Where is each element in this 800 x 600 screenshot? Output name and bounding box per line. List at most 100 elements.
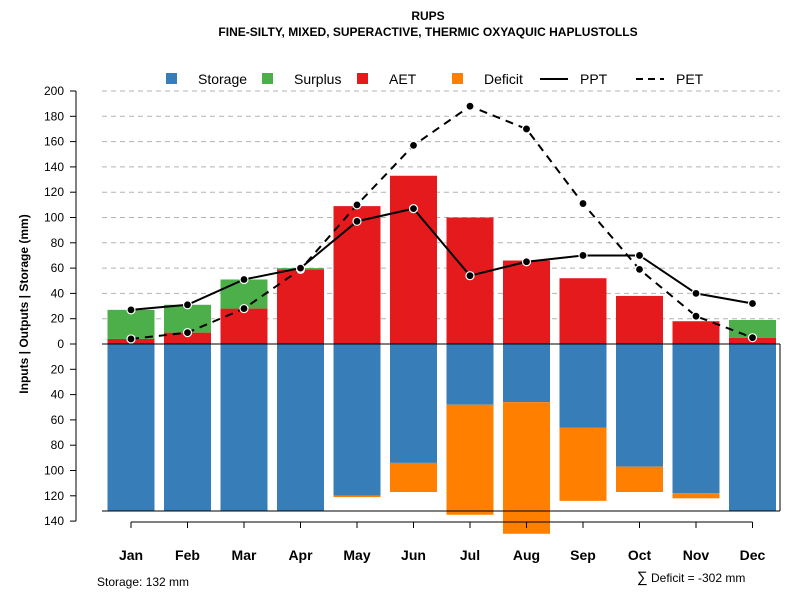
y-tick-label: 140	[44, 514, 64, 528]
legend: Storage Surplus AET Deficit PPT PET	[166, 71, 704, 87]
y-tick-label: 80	[51, 236, 65, 250]
aet-bar-jul	[446, 217, 494, 344]
legend-swatch-deficit	[452, 73, 463, 84]
y-tick-label: 200	[44, 84, 64, 98]
y-tick-label: 20	[51, 362, 65, 376]
deficit-bar-oct	[616, 466, 663, 493]
storage-bar-oct	[616, 344, 663, 467]
y-tick-label: 40	[51, 286, 65, 300]
x-tick-label-feb: Feb	[175, 547, 200, 563]
aet-bar-may	[333, 206, 381, 344]
y-tick-label: 160	[44, 135, 64, 149]
ppt-line-point	[182, 300, 193, 310]
legend-label-surplus: Surplus	[294, 71, 341, 87]
storage-bar-mar	[220, 344, 268, 511]
deficit-sum-symbol: ∑	[637, 569, 648, 586]
storage-bar-aug	[503, 344, 550, 403]
storage-bar-jun	[390, 344, 437, 463]
aet-bar-jun	[390, 175, 437, 344]
surplus-bar-mar	[220, 279, 268, 309]
storage-bar-feb	[164, 344, 211, 511]
storage-bar-may	[333, 344, 381, 496]
aet-bar-nov	[672, 321, 720, 344]
pet-line-point	[182, 328, 193, 338]
x-tick-label-jan: Jan	[119, 547, 143, 563]
aet-bar-aug	[503, 260, 550, 344]
ppt-line-point	[239, 274, 249, 285]
pet-line-point	[408, 140, 419, 150]
surplus-bar-feb	[164, 304, 211, 333]
gridlines	[102, 90, 780, 320]
deficit-bar-jun	[390, 462, 437, 493]
pet-line-point	[126, 334, 136, 344]
aet-bar-oct	[616, 295, 663, 344]
storage-bar-jul	[446, 344, 494, 405]
deficit-bar-jul	[446, 404, 494, 515]
legend-label-deficit: Deficit	[484, 71, 523, 87]
pet-line-point	[521, 124, 532, 134]
pet-line-point	[239, 303, 249, 314]
ppt-line-point	[634, 250, 645, 261]
ppt-line-point	[126, 305, 136, 315]
x-tick-label-dec: Dec	[740, 547, 766, 563]
legend-label-aet: AET	[389, 71, 417, 87]
pet-line-point	[634, 264, 645, 274]
x-tick-label-aug: Aug	[513, 547, 540, 563]
aet-bar-feb	[164, 332, 211, 344]
storage-bar-apr	[277, 344, 324, 511]
chart-title: RUPS	[411, 9, 444, 23]
legend-swatch-aet	[357, 73, 368, 84]
legend-label-pet: PET	[676, 71, 704, 87]
y-tick-label: 100	[44, 464, 64, 478]
x-tick-label-may: May	[343, 547, 370, 563]
ppt-line-point	[352, 216, 362, 226]
deficit-bar-nov	[672, 493, 720, 499]
storage-bar-nov	[672, 344, 720, 494]
deficit-bar-aug	[503, 402, 550, 534]
legend-swatch-storage	[166, 73, 177, 84]
aet-bar-sep	[559, 278, 607, 344]
aet-bar-mar	[220, 308, 268, 344]
storage-label: Storage: 132 mm	[97, 575, 189, 589]
ppt-line-point	[747, 298, 758, 309]
y-tick-label: 100	[44, 211, 64, 225]
deficit-bar-sep	[559, 427, 607, 501]
pet-line-point	[747, 333, 758, 343]
y-tick-label: 60	[51, 413, 65, 427]
deficit-bar-may	[333, 495, 381, 498]
x-tick-label-sep: Sep	[570, 547, 596, 563]
storage-bar-sep	[559, 344, 607, 428]
chart-subtitle: FINE-SILTY, MIXED, SUPERACTIVE, THERMIC …	[218, 25, 637, 39]
y-tick-label: 0	[57, 337, 64, 351]
bars	[102, 175, 781, 534]
legend-label-ppt: PPT	[580, 71, 608, 87]
ppt-line-point	[521, 257, 532, 267]
ppt-line-point	[295, 263, 306, 273]
pet-line-point	[691, 311, 701, 321]
x-axis: Jan Feb Mar Apr May Jun Jul Aug Sep Oct Nov Dec	[119, 521, 766, 563]
x-tick-label-nov: Nov	[683, 547, 710, 563]
storage-bar-dec	[729, 344, 776, 511]
ppt-line-point	[691, 288, 701, 298]
y-tick-label: 180	[44, 109, 64, 123]
x-tick-label-oct: Oct	[628, 547, 652, 563]
y-tick-label: 80	[51, 438, 65, 452]
legend-swatch-surplus	[262, 73, 273, 84]
legend-label-storage: Storage	[198, 71, 247, 87]
lines	[126, 101, 758, 344]
x-tick-label-apr: Apr	[288, 547, 313, 563]
y-tick-label: 120	[44, 489, 64, 503]
x-tick-label-jul: Jul	[460, 547, 480, 563]
ppt-line-point	[578, 250, 588, 261]
ppt-line	[130, 207, 753, 311]
pet-line-point	[352, 200, 362, 210]
deficit-label: Deficit = -302 mm	[651, 571, 745, 585]
pet-line-point	[578, 198, 588, 209]
x-tick-label-jun: Jun	[401, 547, 426, 563]
pet-line	[130, 105, 753, 340]
y-tick-label: 20	[51, 312, 65, 326]
y-tick-label: 40	[51, 388, 65, 402]
pet-line-point	[465, 101, 475, 111]
ppt-line-point	[465, 271, 475, 281]
